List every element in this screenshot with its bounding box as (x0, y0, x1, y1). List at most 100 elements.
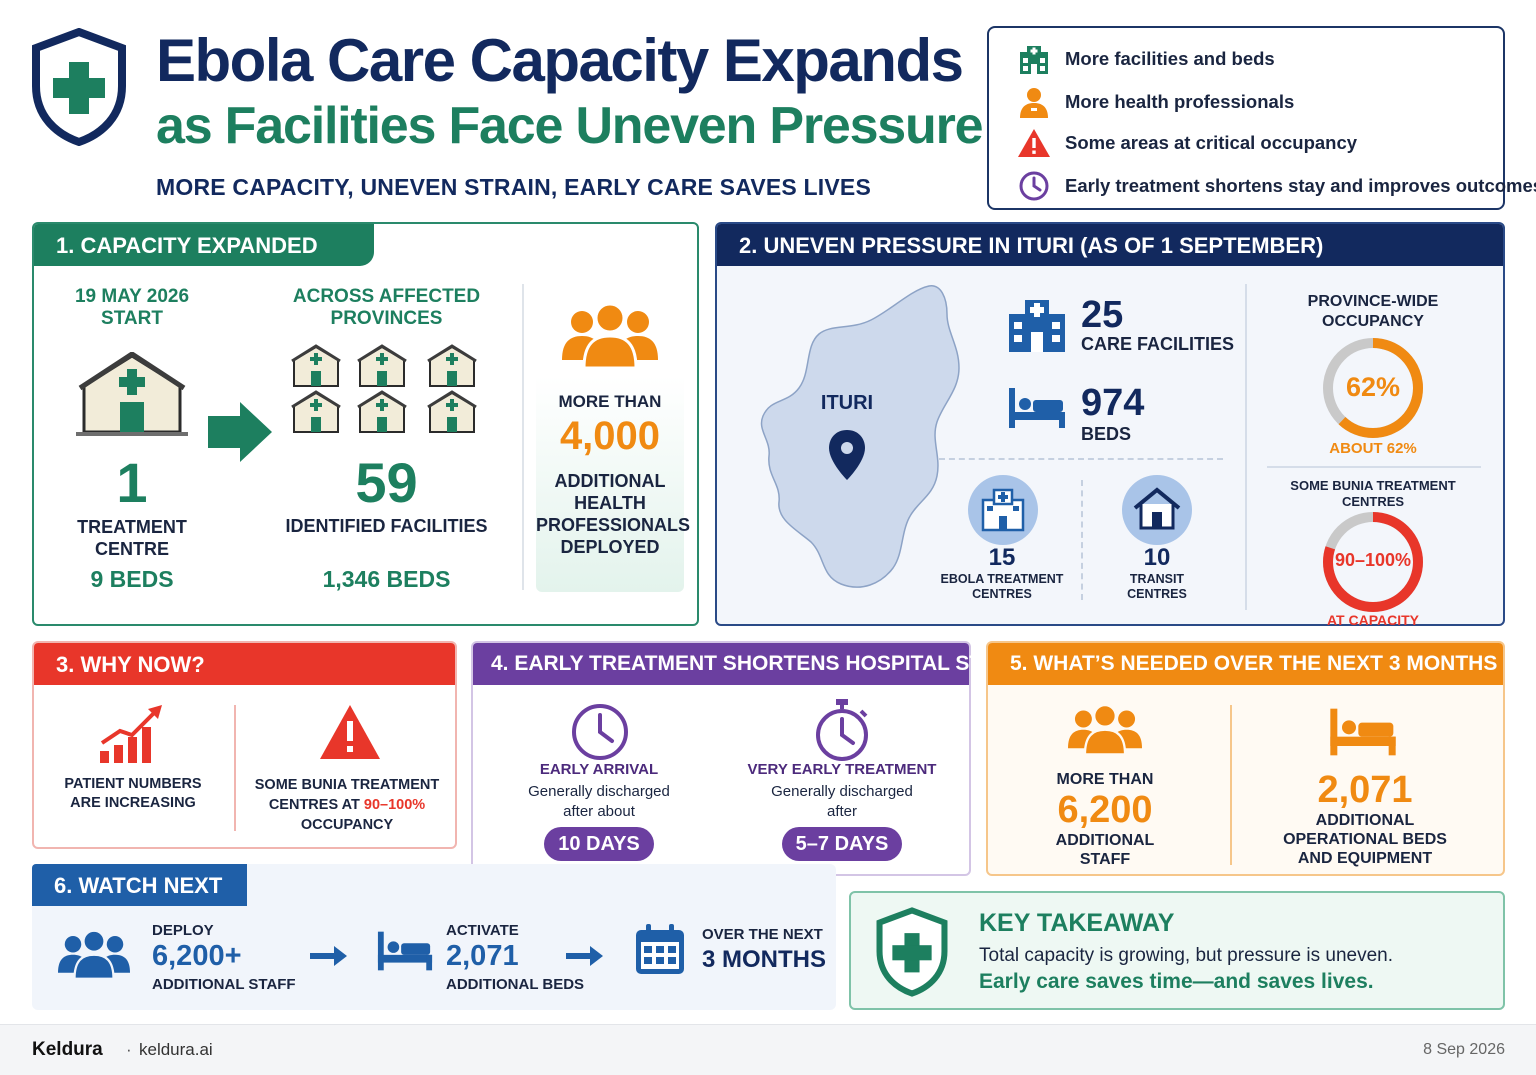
page-title: Ebola Care Capacity Expands (156, 27, 964, 94)
footer-date: 8 Sep 2026 (1423, 1041, 1505, 1058)
takeaway-line2: Early care saves time—and saves lives. (979, 970, 1374, 993)
start-date-label: 19 MAY 2026 START (74, 286, 190, 329)
legend-label: Early treatment shortens stay and improv… (1065, 175, 1536, 196)
beds-label: ADDITIONAL OPERATIONAL BEDS AND EQUIPMEN… (1283, 812, 1447, 867)
staff-label: ADDITIONAL HEALTH PROFESSIONALS DEPLOYED (536, 471, 691, 557)
province-occupancy-caption: ABOUT 62% (1329, 440, 1417, 457)
facilities-count: 25 (1081, 294, 1124, 336)
capacity-expanded-panel: 1. CAPACITY EXPANDED 19 MAY 2026 START 1… (32, 222, 699, 626)
etc-count: 15 (988, 544, 1016, 571)
legend-item-early-treatment: Early treatment shortens stay and improv… (1017, 170, 1536, 202)
staff-count: 4,000 (559, 414, 661, 458)
care-facility-icon (1009, 300, 1065, 352)
beds-count: 974 (1081, 382, 1145, 424)
shield-cross-icon (876, 907, 948, 997)
start-unit: TREATMENT CENTRE (77, 517, 187, 559)
takeaway-heading: KEY TAKEAWAY (979, 909, 1175, 937)
calendar-icon (636, 924, 684, 974)
clock-icon (1019, 171, 1049, 201)
legend-label: Some areas at critical occupancy (1065, 132, 1358, 153)
provinces-label: ACROSS AFFECTED PROVINCES (292, 286, 481, 329)
section-heading: 1. CAPACITY EXPANDED (34, 224, 374, 266)
early-arrival-days: 10 DAYS (544, 827, 654, 861)
page-title-line2: as Facilities Face Uneven Pressure (156, 97, 984, 155)
province-occupancy-gauge (1323, 338, 1423, 438)
footer-site-link[interactable]: keldura.ai (139, 1040, 213, 1059)
section-heading: 3. WHY NOW? (34, 643, 455, 685)
uneven-pressure-panel: 2. UNEVEN PRESSURE IN ITURI (AS OF 1 SEP… (715, 222, 1505, 628)
step3-value: 3 MONTHS (702, 946, 827, 973)
legend-label: More facilities and beds (1065, 48, 1275, 69)
staff-label: ADDITIONAL STAFF (1055, 832, 1155, 868)
health-worker-icon (1020, 88, 1048, 118)
bunia-occupancy-caption: AT CAPACITY (1326, 612, 1420, 628)
ituri-map (760, 285, 960, 588)
takeaway-line1: Total capacity is growing, but pressure … (979, 945, 1393, 966)
step2-verb: ACTIVATE (446, 922, 519, 939)
warning-icon (320, 705, 380, 759)
watch-next-panel: 6. WATCH NEXT DEPLOY 6,200+ ADDITIONAL S… (32, 864, 836, 1010)
early-arrival-title: EARLY ARRIVAL (539, 761, 659, 778)
transit-centre-icon (1122, 475, 1192, 545)
step1-value: 6,200+ (152, 940, 242, 972)
footer-separator: · (126, 1040, 132, 1059)
bed-icon (377, 931, 433, 971)
beds-count: 2,071 (1317, 769, 1413, 811)
etc-label: EBOLA TREATMENT CENTRES (940, 572, 1064, 601)
start-beds: 9 BEDS (90, 566, 174, 592)
section-heading: 4. EARLY TREATMENT SHORTENS HOSPITAL STA… (473, 643, 1008, 685)
section-heading: 6. WATCH NEXT (32, 864, 247, 906)
patient-numbers-label: PATIENT NUMBERS ARE INCREASING (64, 776, 202, 811)
map-label: ITURI (820, 392, 874, 414)
transit-label: TRANSIT CENTRES (1127, 572, 1187, 601)
bunia-occupancy-title: SOME BUNIA TREATMENT CENTRES (1290, 478, 1456, 509)
step2-value: 2,071 (446, 940, 519, 972)
facilities-unit: IDENTIFIED FACILITIES (285, 516, 488, 536)
facilities-label: CARE FACILITIES (1081, 334, 1235, 354)
key-takeaway-panel: KEY TAKEAWAY Total capacity is growing, … (849, 891, 1505, 1010)
step1-label: ADDITIONAL STAFF (152, 976, 296, 993)
ebola-treatment-centre-icon (968, 475, 1038, 545)
health-professionals-icon (562, 302, 658, 368)
bed-icon (1330, 708, 1396, 756)
legend-item-facilities: More facilities and beds (1017, 44, 1275, 74)
bunia-occupancy-gauge (1323, 512, 1423, 612)
legend-box: More facilities and beds More health pro… (987, 26, 1536, 210)
staff-count: 6,200 (1057, 789, 1153, 831)
beds-label: BEDS (1081, 424, 1132, 444)
legend-item-critical: Some areas at critical occupancy (1017, 128, 1357, 158)
province-occupancy-title: PROVINCE-WIDE OCCUPANCY (1307, 293, 1439, 330)
very-early-treatment-text: Generally discharged after (771, 783, 913, 820)
step2-label: ADDITIONAL BEDS (446, 976, 585, 993)
rising-chart-icon (100, 705, 162, 763)
early-arrival-text: Generally discharged after about (528, 783, 670, 820)
facilities-beds: 1,346 BEDS (322, 566, 451, 592)
step3-verb: OVER THE NEXT (702, 926, 823, 943)
province-occupancy-value: 62% (1345, 372, 1401, 402)
staff-prefix: MORE THAN (558, 392, 662, 411)
staff-group-icon (1068, 703, 1142, 756)
footer-brand: Keldura (32, 1039, 103, 1060)
start-count: 1 (116, 451, 148, 514)
arrow-right-icon (566, 946, 603, 966)
transit-count: 10 (1143, 544, 1171, 571)
legend-label: More health professionals (1065, 91, 1295, 112)
bunia-occupancy-value: 90–100% (1334, 550, 1412, 570)
treatment-centre-icon (76, 352, 188, 436)
section-heading: 5. WHAT’S NEEDED OVER THE NEXT 3 MONTHS (988, 643, 1503, 685)
why-now-panel: 3. WHY NOW? PATIENT NUMBERS ARE INCREASI… (32, 641, 457, 849)
shield-cross-logo-icon (32, 28, 126, 146)
needs-panel: 5. WHAT’S NEEDED OVER THE NEXT 3 MONTHS … (986, 641, 1505, 876)
footer: Keldura · keldura.ai 8 Sep 2026 (0, 1024, 1536, 1075)
facility-icon (291, 344, 341, 387)
step1-verb: DEPLOY (152, 922, 214, 939)
clock-icon (572, 704, 628, 760)
warning-icon (1018, 129, 1050, 157)
many-facilities-icon (290, 344, 478, 434)
very-early-treatment-days: 5–7 DAYS (782, 827, 902, 861)
hospital-icon (1020, 46, 1048, 74)
staff-group-icon (58, 929, 130, 980)
bed-icon (1009, 388, 1065, 428)
arrow-right-icon (208, 402, 272, 462)
staff-prefix: MORE THAN (1056, 771, 1154, 788)
